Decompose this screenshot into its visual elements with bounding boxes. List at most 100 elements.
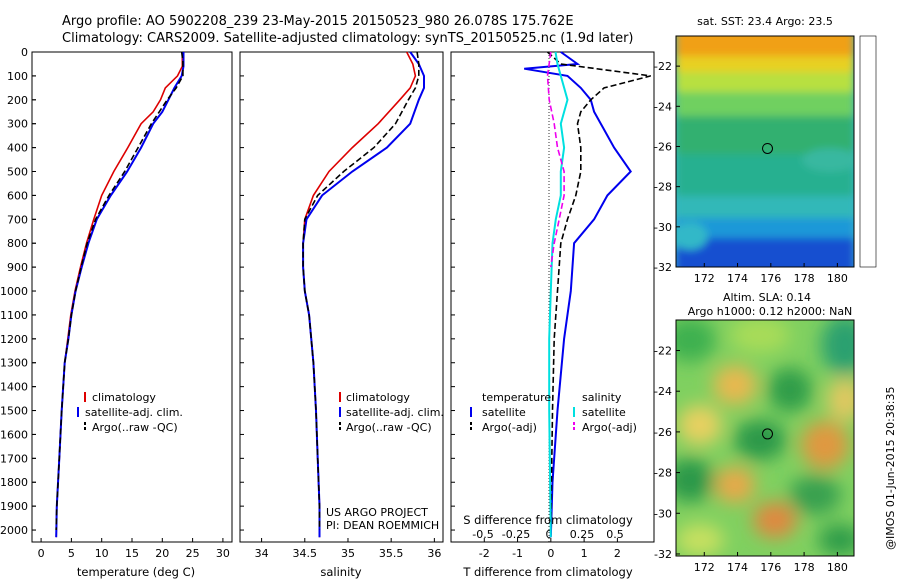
x-tick-label: 5 [68, 547, 75, 560]
x-tick-label: 1 [581, 547, 588, 560]
s-tick-label: -0.5 [472, 528, 493, 541]
legend-label-climatology: climatology [346, 391, 410, 404]
temperature-axis-label: temperature (deg C) [77, 565, 195, 579]
map-x-tick-label: 180 [827, 561, 848, 574]
legend-title-salinity: salinity [582, 391, 622, 404]
map-x-tick-label: 176 [760, 561, 781, 574]
depth-tick-label: 100 [7, 70, 28, 83]
s-tick-label: 0.25 [570, 528, 595, 541]
x-tick-label: 30 [216, 547, 230, 560]
depth-tick-label: 200 [7, 94, 28, 107]
sst-heatmap [676, 36, 854, 267]
map-x-tick-label: 172 [694, 272, 715, 285]
x-tick-label: 10 [95, 547, 109, 560]
t-difference-axis-label: T difference from climatology [462, 565, 633, 579]
map-x-tick-label: 178 [794, 272, 815, 285]
difference-profiles [524, 51, 651, 538]
depth-tick-label: 1500 [0, 405, 28, 418]
series-line [546, 51, 651, 531]
series-line [302, 51, 420, 530]
map-y-tick-label: -32 [654, 261, 672, 274]
map-x-tick-label: 174 [727, 272, 748, 285]
depth-tick-label: 1100 [0, 309, 28, 322]
x-tick-label: 34.5 [293, 547, 318, 560]
depth-tick-label: 900 [7, 261, 28, 274]
t-difference-x-axis: -2 -1 0 1 2 [451, 75, 621, 560]
map-y-tick-label: -32 [654, 548, 672, 561]
temperature-panel: 0100200300400500600700800900100011001200… [0, 46, 233, 579]
legend-label-s-satellite: satellite [582, 406, 626, 419]
series-line [302, 51, 425, 538]
map-y-tick-label: -22 [654, 345, 672, 358]
sst-map-title: sat. SST: 23.4 Argo: 23.5 [697, 15, 833, 28]
map-y-tick-label: -24 [654, 385, 672, 398]
depth-tick-label: 1600 [0, 428, 28, 441]
figure-title-line2: Climatology: CARS2009. Satellite-adjuste… [62, 31, 634, 46]
s-difference-axis: -0.5 -0.25 0 0.25 0.5 [472, 528, 623, 541]
depth-tick-label: 1400 [0, 381, 28, 394]
x-tick-label: 35 [341, 547, 355, 560]
map-x-tick-label: 178 [794, 561, 815, 574]
salinity-panel: 34 34.5 35 35.5 36 salinity climatology sate… [239, 51, 444, 579]
salinity-axis-label: salinity [320, 565, 361, 579]
map-y-tick-label: -22 [654, 60, 672, 73]
argo-location-marker [761, 428, 773, 440]
s-tick-label: 0 [546, 528, 553, 541]
legend-label-satellite: satellite-adj. clim. [85, 406, 183, 419]
salinity-legend: climatology satellite-adj. clim. Argo(..… [339, 391, 444, 434]
figure-title-line1: Argo profile: AO 5902208_239 23-May-2015… [62, 14, 574, 29]
legend-label-climatology: climatology [92, 391, 156, 404]
depth-tick-label: 1000 [0, 285, 28, 298]
sla-map-panel: Altim. SLA: 0.14 Argo h1000: 0.12 h2000:… [654, 291, 855, 574]
map-y-tick-label: -30 [654, 507, 672, 520]
project-label: US ARGO PROJECT [326, 506, 428, 519]
series-line [55, 51, 184, 531]
depth-tick-label: 400 [7, 142, 28, 155]
sst-map-panel: sat. SST: 23.4 Argo: 23.5 172 174 176 178 18… [654, 15, 855, 285]
x-tick-label: 2 [614, 547, 621, 560]
sla-title-line1: Altim. SLA: 0.14 [723, 291, 811, 304]
salinity-profiles [302, 51, 425, 538]
sst-map-frame [675, 35, 855, 268]
temperature-x-axis: 0 5 10 15 20 25 30 [32, 75, 230, 560]
sla-heatmap [676, 320, 854, 556]
x-tick-label: -1 [512, 547, 523, 560]
s-difference-axis-label: S difference from climatology [463, 513, 633, 527]
legend-label-satellite: satellite-adj. clim. [346, 406, 444, 419]
s-tick-label: -0.25 [502, 528, 530, 541]
map-y-tick-label: -30 [654, 221, 672, 234]
sst-map-axes: 172 174 176 178 180 -22 -24 -26 -28 -30 -32 [654, 60, 848, 285]
salinity-x-axis: 34 34.5 35 35.5 36 [240, 75, 441, 560]
x-tick-label: 15 [125, 547, 139, 560]
legend-label-t-satellite: satellite [482, 406, 526, 419]
depth-tick-label: 1200 [0, 333, 28, 346]
depth-tick-label: 300 [7, 118, 28, 131]
sla-map-frame [675, 319, 855, 557]
x-tick-label: 35.5 [379, 547, 404, 560]
map-x-tick-label: 180 [827, 272, 848, 285]
sla-map-axes: 172 174 176 178 180 -22 -24 -26 -28 -30 -32 [654, 345, 848, 574]
x-tick-label: 20 [155, 547, 169, 560]
map-x-tick-label: 172 [694, 561, 715, 574]
legend-title-temperature: temperature [482, 391, 551, 404]
depth-axis: 0 100 200 300 400 500 600 700 800 900 1000 1100 1200… [0, 46, 36, 537]
map-y-tick-label: -26 [654, 140, 672, 153]
pi-label: PI: DEAN ROEMMICH [326, 519, 439, 532]
depth-tick-label: 700 [7, 213, 28, 226]
x-tick-label: 34 [255, 547, 269, 560]
map-y-tick-label: -24 [654, 100, 672, 113]
difference-panel: -2 -1 0 1 2 -0.5 -0.25 0 0.25 0.5 T difference f… [450, 51, 655, 579]
x-tick-label: -2 [479, 547, 490, 560]
map-x-tick-label: 174 [727, 561, 748, 574]
depth-tick-label: 1900 [0, 500, 28, 513]
series-line [546, 51, 565, 268]
x-tick-label: 36 [427, 547, 441, 560]
legend-label-argo: Argo(..raw -QC) [346, 421, 432, 434]
temperature-plot-frame [31, 51, 233, 543]
x-tick-label: 0 [38, 547, 45, 560]
s-tick-label: 0.5 [606, 528, 624, 541]
legend-label-argo: Argo(..raw -QC) [92, 421, 178, 434]
sla-title-line2: Argo h1000: 0.12 h2000: NaN [688, 305, 853, 318]
legend-label-t-argo: Argo(-adj) [482, 421, 537, 434]
